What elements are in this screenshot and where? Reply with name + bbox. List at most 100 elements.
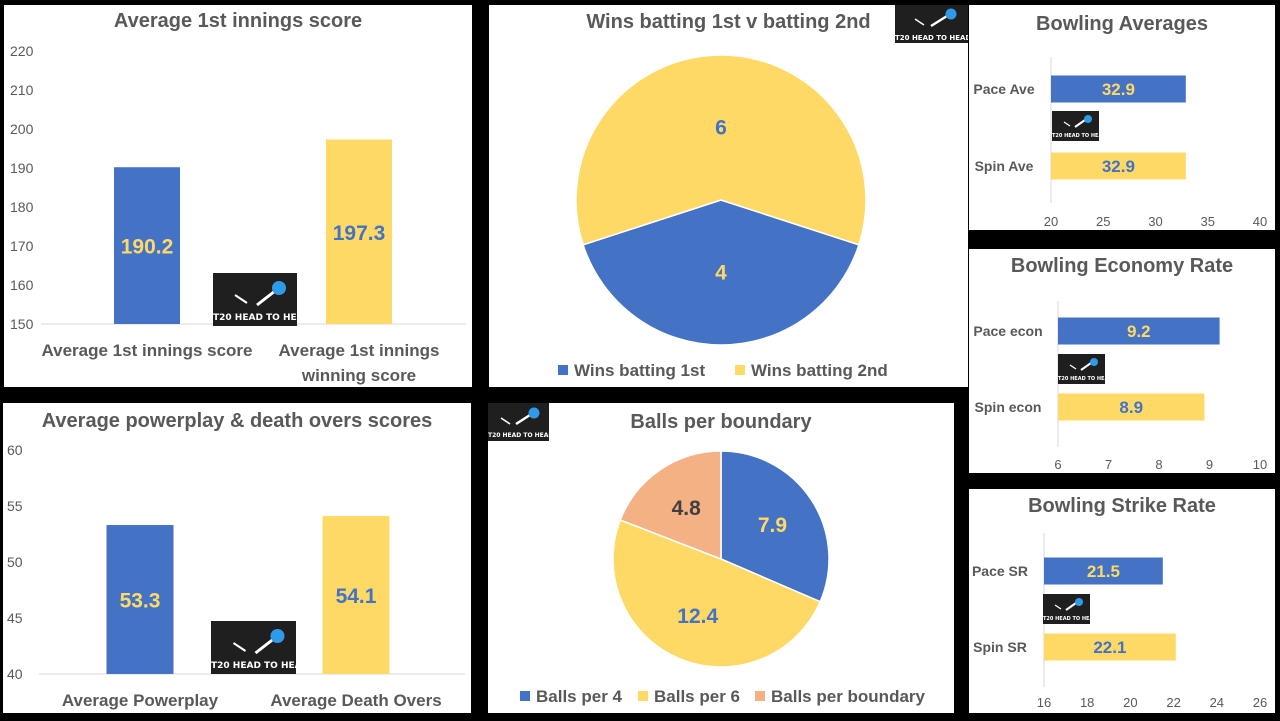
pie-slice — [582, 199, 860, 346]
category-label: Pace Ave — [973, 81, 1034, 97]
chart-title: Average powerplay & death overs scores — [41, 410, 433, 432]
category-label: Average Powerplay — [62, 691, 219, 710]
chart-title: Average 1st innings score — [113, 10, 363, 32]
chart-title: Bowling Averages — [1036, 13, 1208, 35]
pie-slice — [612, 519, 822, 668]
category-label: winning score — [301, 366, 416, 385]
x-tick-label: 40 — [1253, 214, 1267, 229]
pie-slice — [720, 450, 830, 603]
y-tick-label: 180 — [10, 199, 34, 215]
y-tick-label: 210 — [10, 82, 34, 98]
bar — [1058, 393, 1205, 421]
t20-logo: T20 HEAD TO HEAD — [1058, 354, 1113, 384]
t20-logo: T20 HEAD TO HEAD — [1052, 111, 1107, 141]
bar-value-label: 32.9 — [1102, 157, 1135, 176]
y-tick-label: 45 — [7, 610, 23, 626]
avg-1st-innings-chart: 150 160 170 180 190 200 210 220 190.2 Average 1st… — [10, 43, 466, 385]
y-tick-label: 170 — [10, 238, 34, 254]
t20-logo: T20 HEAD TO HEAD — [1043, 594, 1098, 624]
t20-logo: T20 HEAD TO HEAD — [211, 621, 310, 674]
logo-text: T20 HEAD TO HEAD — [1058, 376, 1113, 382]
bar — [1058, 317, 1220, 345]
x-tick-label: 7 — [1105, 457, 1112, 472]
legend-swatch — [735, 365, 745, 375]
x-tick-label: 18 — [1080, 695, 1094, 710]
y-tick-label: 190 — [10, 160, 34, 176]
category-label: Pace SR — [972, 563, 1028, 579]
x-tick-label: 10 — [1253, 457, 1267, 472]
panel-powerplay-death: Average powerplay & death overs scores 4… — [3, 403, 471, 713]
category-label: Average Death Overs — [270, 691, 441, 710]
legend-swatch — [520, 691, 530, 701]
chart-title: Wins batting 1st v batting 2nd — [586, 11, 871, 33]
balls-per-boundary-chart: 7.9 12.4 4.8 Balls per 4 Balls per 6 Balls pe… — [520, 450, 926, 706]
x-tick-label: 25 — [1096, 214, 1110, 229]
x-tick-label: 9 — [1206, 457, 1213, 472]
y-tick-label: 220 — [10, 43, 34, 59]
ball-streak-icon — [234, 281, 286, 307]
logo-text: T20 HEAD TO HEAD — [895, 34, 968, 42]
x-tick-label: 8 — [1155, 457, 1162, 472]
logo-text: T20 HEAD TO HEAD — [1052, 133, 1107, 139]
pie-slice — [575, 54, 867, 246]
x-tick-label: 6 — [1054, 457, 1061, 472]
x-tick-label: 35 — [1201, 214, 1215, 229]
powerplay-death-chart: 40 45 50 55 60 53.3 Average Powerplay 54.1 Avera… — [7, 442, 465, 710]
chart-title: Bowling Strike Rate — [1028, 495, 1216, 517]
y-tick-label: 200 — [10, 121, 34, 137]
ball-streak-icon — [1063, 115, 1092, 128]
category-label: Spin SR — [973, 639, 1027, 655]
y-tick-label: 160 — [10, 277, 34, 293]
slice-value-label: 12.4 — [677, 605, 718, 628]
logo-text: T20 HEAD TO HEAD — [211, 661, 310, 671]
y-tick-label: 150 — [10, 316, 34, 332]
legend-label: Wins batting 1st — [574, 361, 705, 380]
slice-value-label: 4 — [715, 262, 727, 285]
legend-label: Wins batting 2nd — [751, 361, 888, 380]
x-tick-label: 26 — [1253, 695, 1267, 710]
category-label: Pace econ — [973, 323, 1042, 339]
bar-value-label: 53.3 — [120, 590, 161, 613]
pie-slice — [619, 450, 722, 561]
bowling-strike-rate-chart: 16 18 20 22 24 26 21.5 Pace SR 22.1 Spin SR — [972, 533, 1267, 710]
bar-value-label: 21.5 — [1087, 562, 1120, 581]
ball-streak-icon — [914, 8, 957, 28]
chart-title: Bowling Economy Rate — [1010, 255, 1234, 277]
bar — [1051, 152, 1186, 180]
legend-swatch — [638, 691, 648, 701]
panel-avg-1st-innings: Average 1st innings score 150 160 170 180 19… — [4, 5, 472, 387]
category-label: Spin Ave — [975, 158, 1034, 174]
panel-bowling-averages: Bowling Averages 20 25 30 35 40 32.9 Pace Ave 3… — [969, 5, 1275, 230]
bar — [114, 167, 180, 324]
bar-value-label: 197.3 — [333, 222, 386, 245]
legend-label: Balls per 4 — [536, 687, 623, 706]
panel-bowling-strike-rate: Bowling Strike Rate 16 18 20 22 24 26 21.5 Pace… — [969, 489, 1275, 713]
logo-text: T20 HEAD TO HEAD — [488, 432, 554, 439]
t20-logo: T20 HEAD TO HEAD — [488, 403, 554, 441]
bar — [322, 516, 390, 674]
bar — [1044, 557, 1163, 585]
legend-label: Balls per 6 — [654, 687, 740, 706]
logo-text: T20 HEAD TO HEAD — [213, 313, 312, 323]
ball-streak-icon — [1054, 598, 1083, 611]
bar-value-label: 8.9 — [1119, 398, 1143, 417]
ball-streak-icon — [1069, 358, 1098, 371]
category-label: Average 1st innings — [279, 341, 440, 360]
bar-value-label: 190.2 — [121, 236, 174, 259]
y-tick-label: 60 — [7, 442, 23, 458]
wins-batting-chart: 4 6 Wins batting 1st Wins batting 2nd — [558, 54, 888, 380]
legend-label: Balls per boundary — [771, 687, 926, 706]
bar-value-label: 9.2 — [1127, 322, 1151, 341]
category-label: Spin econ — [975, 399, 1042, 415]
x-tick-label: 20 — [1044, 214, 1058, 229]
slice-value-label: 4.8 — [672, 497, 702, 520]
x-tick-label: 16 — [1037, 695, 1051, 710]
ball-streak-icon — [500, 407, 540, 426]
bar — [1044, 633, 1176, 661]
t20-logo: T20 HEAD TO HEAD — [213, 273, 312, 326]
bowling-averages-chart: 20 25 30 35 40 32.9 Pace Ave 32.9 Spin Ave — [973, 57, 1267, 229]
bar — [326, 139, 392, 324]
chart-title: Balls per boundary — [630, 411, 812, 433]
slice-value-label: 6 — [715, 117, 727, 140]
x-tick-label: 22 — [1166, 695, 1180, 710]
